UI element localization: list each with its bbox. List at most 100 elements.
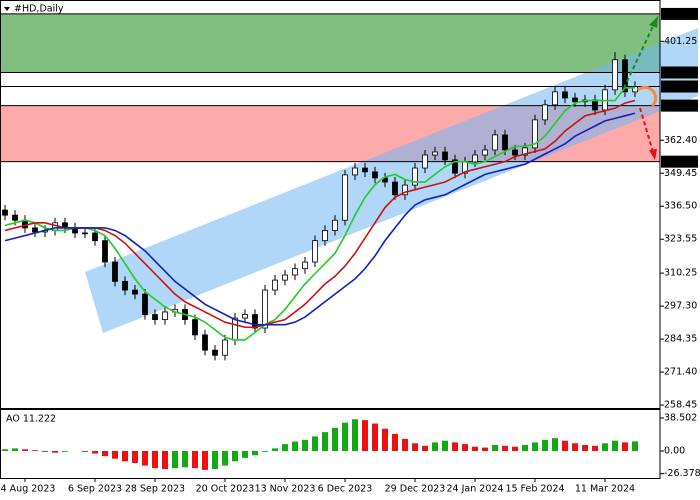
candle-body bbox=[412, 167, 418, 186]
ao-bar bbox=[422, 445, 428, 451]
ao-bar bbox=[542, 439, 548, 451]
ao-bar bbox=[532, 442, 538, 451]
candle-body bbox=[102, 240, 108, 263]
candle-body bbox=[532, 119, 538, 149]
ao-bar bbox=[142, 450, 148, 466]
candle-body bbox=[272, 279, 278, 291]
candle-body bbox=[522, 147, 528, 156]
y-tick-label: 284.35 bbox=[664, 334, 697, 345]
ao-bar bbox=[272, 448, 278, 451]
candle-body bbox=[482, 149, 488, 156]
candle-body bbox=[382, 177, 388, 183]
indicator-line bbox=[4, 112, 636, 326]
ao-bar bbox=[12, 448, 18, 451]
y-tick-label: 323.55 bbox=[664, 234, 697, 245]
candle-body bbox=[492, 134, 498, 151]
candle-body bbox=[442, 151, 448, 161]
ao-bar bbox=[22, 449, 28, 451]
candle-body bbox=[192, 319, 198, 336]
ao-bar bbox=[362, 420, 368, 451]
ao-bar bbox=[432, 442, 438, 451]
candle-body bbox=[152, 314, 158, 321]
ao-bar bbox=[592, 445, 598, 451]
axes: 14 Aug 2023 6 Sep 2023 28 Sep 2023 20 Oct 2… bbox=[0, 7, 700, 495]
candle-body bbox=[232, 317, 238, 341]
ao-bar bbox=[512, 446, 518, 451]
ao-bar bbox=[342, 422, 348, 451]
candle-body bbox=[12, 214, 18, 221]
ao-bar bbox=[492, 444, 498, 451]
plot bbox=[0, 13, 660, 470]
candle-body bbox=[162, 311, 168, 321]
ao-bar bbox=[262, 450, 268, 452]
ao-bar bbox=[312, 436, 318, 451]
candle-body bbox=[322, 230, 328, 242]
candle-body bbox=[2, 209, 8, 216]
level-label-box bbox=[661, 155, 698, 168]
x-tick-label: 29 Dec 2023 bbox=[385, 484, 446, 495]
candle-body bbox=[212, 349, 218, 356]
ao-bar bbox=[332, 427, 338, 451]
level-label-box bbox=[661, 7, 698, 20]
ao-bar bbox=[32, 450, 38, 451]
candle-body bbox=[552, 91, 558, 106]
y-tick-label: 362.40 bbox=[664, 135, 697, 146]
ao-bar bbox=[2, 449, 8, 451]
x-tick-label: 11 Mar 2024 bbox=[575, 484, 635, 495]
ao-bar bbox=[552, 438, 558, 451]
level-label: 412.00 bbox=[664, 8, 697, 19]
up-arrowhead bbox=[649, 16, 658, 28]
down-arrowhead bbox=[649, 149, 657, 160]
candle-body bbox=[202, 334, 208, 351]
ao-bar bbox=[52, 450, 58, 453]
candle-body bbox=[242, 314, 248, 319]
menu-icon bbox=[4, 7, 10, 11]
zone bbox=[0, 13, 660, 73]
candle-body bbox=[92, 232, 98, 242]
ao-bar bbox=[162, 450, 168, 469]
ao-bar bbox=[372, 423, 378, 451]
candle-body bbox=[332, 219, 338, 231]
ao-pane-frame bbox=[0, 409, 661, 479]
level-label: 354.00 bbox=[664, 156, 697, 167]
ao-bar bbox=[172, 450, 178, 469]
ao-bar bbox=[232, 450, 238, 462]
candle-body bbox=[262, 289, 268, 329]
candle-body bbox=[32, 227, 38, 233]
indicator-line bbox=[4, 86, 635, 341]
y-tick-label: 297.30 bbox=[664, 301, 697, 312]
ao-bar bbox=[282, 444, 288, 451]
candle-body bbox=[122, 280, 128, 291]
candle-body bbox=[422, 154, 428, 169]
candle-body bbox=[612, 59, 618, 91]
candle-body bbox=[292, 268, 298, 276]
x-tick-label: 13 Nov 2023 bbox=[255, 484, 316, 495]
ao-bar bbox=[132, 450, 138, 463]
candle-body bbox=[222, 339, 228, 356]
y-tick-label: 0.00 bbox=[664, 445, 685, 456]
y-tick-label: 38.502 bbox=[664, 412, 697, 423]
candle-body bbox=[142, 293, 148, 315]
candle-body bbox=[432, 151, 438, 156]
candle-body bbox=[592, 99, 598, 111]
candle-body bbox=[82, 232, 88, 235]
down-arrow bbox=[639, 107, 654, 153]
ao-bar bbox=[322, 432, 328, 451]
level-label-box bbox=[661, 99, 698, 112]
candle-body bbox=[572, 97, 578, 103]
ao-bar bbox=[82, 450, 88, 452]
candle-body bbox=[112, 261, 118, 282]
ao-bar bbox=[62, 450, 68, 452]
y-tick-label: 349.45 bbox=[664, 168, 697, 179]
y-tick-label: 271.40 bbox=[664, 367, 697, 378]
x-tick-label: 14 Aug 2023 bbox=[0, 484, 55, 495]
ao-bar bbox=[192, 450, 198, 469]
ao-bar bbox=[292, 441, 298, 451]
candle-body bbox=[132, 289, 138, 295]
turn-marker bbox=[637, 85, 658, 108]
candle-body bbox=[392, 181, 398, 196]
ao-bar bbox=[522, 444, 528, 451]
ao-bar bbox=[152, 450, 158, 469]
candle-body bbox=[402, 184, 408, 196]
